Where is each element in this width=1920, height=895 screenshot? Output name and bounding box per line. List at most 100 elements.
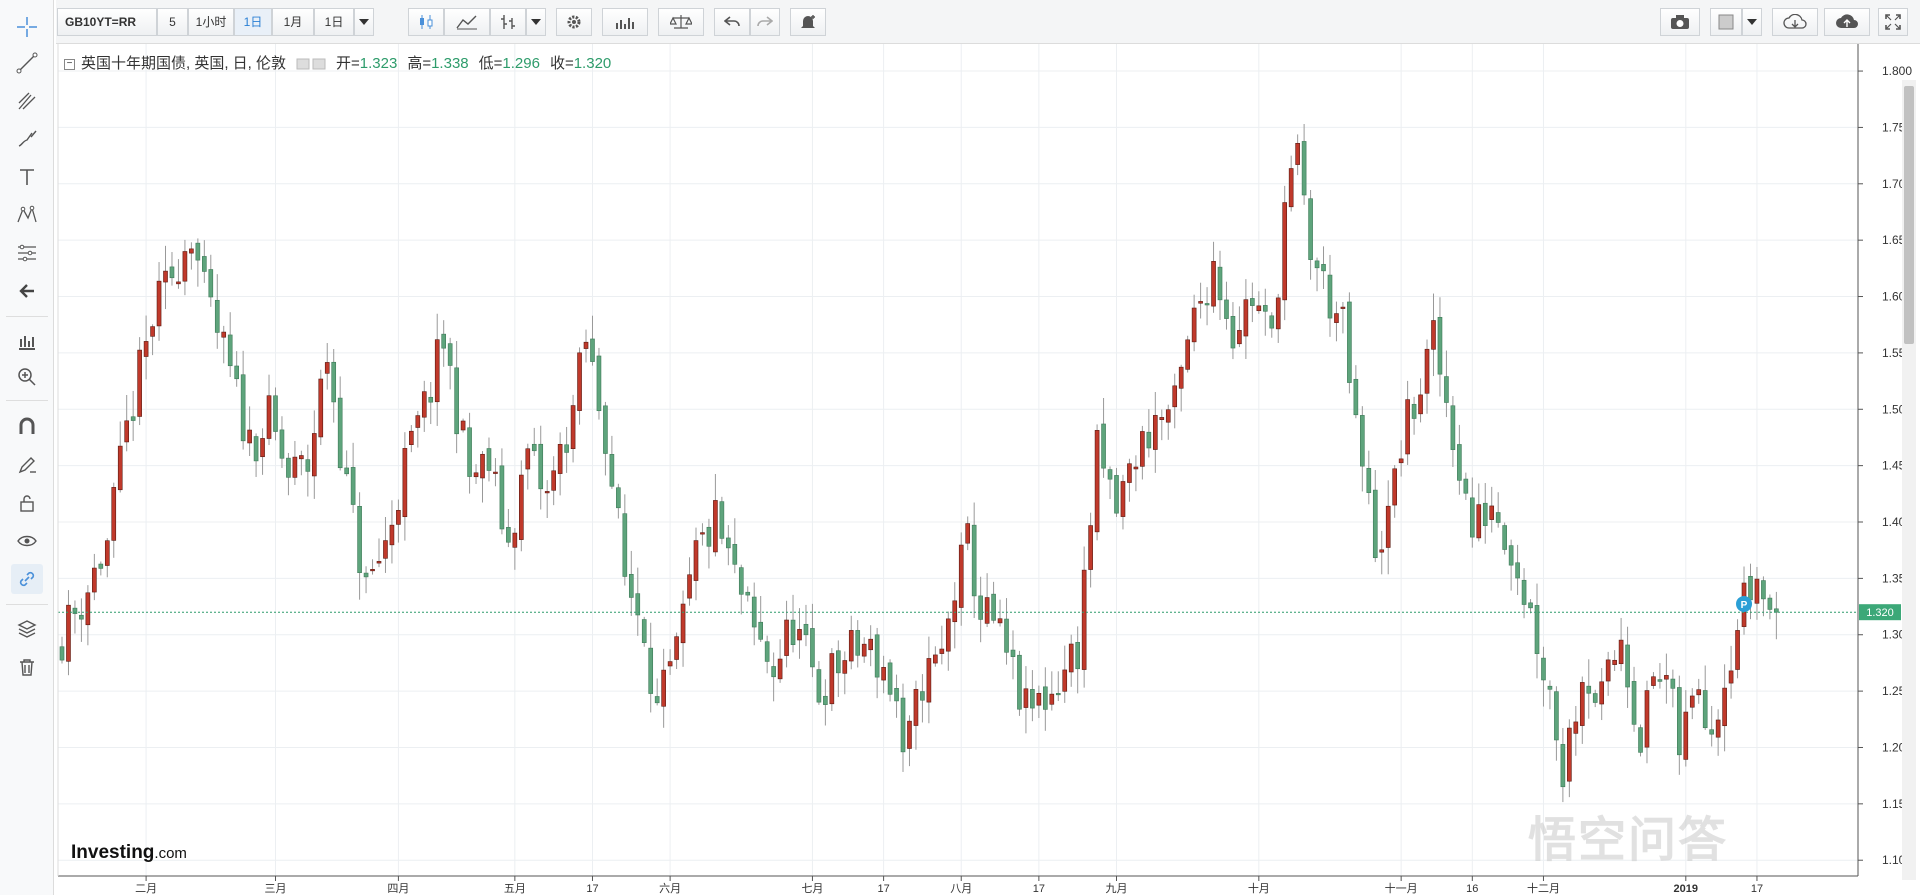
compare-scale-button[interactable] xyxy=(658,8,704,36)
link-icon[interactable] xyxy=(11,564,43,594)
candle-body xyxy=(603,405,608,454)
candles-button[interactable] xyxy=(408,8,444,36)
candle xyxy=(150,324,155,356)
legend-settings-icon[interactable] xyxy=(296,58,328,70)
screenshot-button[interactable] xyxy=(1660,8,1700,36)
candle xyxy=(1696,678,1702,704)
collapse-legend-button[interactable]: − xyxy=(64,58,75,70)
candle-body xyxy=(622,513,628,577)
candle xyxy=(1275,293,1281,343)
candle-body xyxy=(292,456,298,478)
candle-body xyxy=(117,445,123,491)
candle xyxy=(1360,406,1365,492)
candle-body xyxy=(1657,679,1663,682)
candle xyxy=(1702,665,1708,730)
candle-body xyxy=(1618,639,1624,665)
brush-icon[interactable] xyxy=(11,124,43,154)
candle-body xyxy=(1424,348,1430,394)
symbol-input[interactable]: GB10YT=RR xyxy=(57,8,157,36)
candle xyxy=(1198,282,1203,319)
interval-1d-button[interactable]: 1日 xyxy=(234,8,272,36)
candle xyxy=(111,482,117,558)
interval-1h-button[interactable]: 1小时 xyxy=(188,8,234,36)
save-button[interactable] xyxy=(1824,8,1870,36)
candle xyxy=(363,566,369,594)
candle xyxy=(764,635,770,674)
candle xyxy=(1243,279,1249,360)
candle-body xyxy=(635,593,641,616)
candle xyxy=(396,499,401,543)
eye-icon[interactable] xyxy=(11,526,43,556)
layers-icon[interactable] xyxy=(11,614,43,644)
indicator-icon[interactable] xyxy=(11,326,43,356)
period-button[interactable]: 1日 xyxy=(314,8,354,36)
candle-body xyxy=(1457,444,1462,481)
chart-axes: 1.8001.7501.7001.6501.6001.5501.5001.450… xyxy=(57,44,1912,895)
text-tool-icon[interactable] xyxy=(11,162,43,192)
x-tick-label: 七月 xyxy=(801,882,823,895)
candle-body xyxy=(1379,549,1385,553)
measure-icon[interactable] xyxy=(11,238,43,268)
crosshair-icon[interactable] xyxy=(11,12,43,42)
pattern-icon[interactable] xyxy=(11,200,43,230)
candle-body xyxy=(900,697,906,753)
candle-body xyxy=(512,532,518,548)
candle-body xyxy=(1017,654,1022,710)
candle-body xyxy=(842,660,848,674)
candle-body xyxy=(389,524,395,546)
candle xyxy=(415,410,421,448)
candle-body xyxy=(1774,608,1779,613)
magnet-icon[interactable] xyxy=(11,412,43,442)
layout-button[interactable] xyxy=(1710,8,1742,36)
candle-body xyxy=(1592,693,1598,703)
cloud-download-icon xyxy=(1783,14,1807,29)
settings-button[interactable] xyxy=(556,8,592,36)
pencil-lock-icon[interactable] xyxy=(11,450,43,480)
indicators-dropdown[interactable] xyxy=(526,8,546,36)
candle xyxy=(169,252,175,286)
trend-line-icon[interactable] xyxy=(11,48,43,78)
lock-icon[interactable] xyxy=(11,488,43,518)
candle xyxy=(273,387,278,441)
candle xyxy=(1152,391,1158,473)
candle-body xyxy=(1612,659,1617,665)
pitchfork-icon[interactable] xyxy=(11,86,43,116)
price-scrollbar[interactable] xyxy=(1902,80,1916,880)
candle xyxy=(1295,134,1300,176)
candle xyxy=(738,564,744,615)
candle-body xyxy=(1709,729,1714,735)
candle xyxy=(829,648,835,711)
load-button[interactable] xyxy=(1772,8,1818,36)
candle xyxy=(92,553,97,601)
interval-1m-button[interactable]: 1月 xyxy=(272,8,314,36)
candle xyxy=(1579,676,1585,744)
x-tick-label: 16 xyxy=(1466,883,1478,895)
period-dropdown[interactable] xyxy=(354,8,374,36)
candle xyxy=(1625,626,1630,708)
trash-icon[interactable] xyxy=(11,652,43,682)
candle-body xyxy=(441,333,447,349)
undo-button[interactable] xyxy=(714,8,750,36)
candle-body xyxy=(176,281,181,285)
candle-body xyxy=(195,242,201,261)
fullscreen-button[interactable] xyxy=(1878,8,1908,36)
arrow-left-icon[interactable] xyxy=(11,276,43,306)
candle xyxy=(1677,675,1682,775)
compare-button[interactable] xyxy=(444,8,490,36)
candle xyxy=(1366,450,1372,505)
zoom-in-icon[interactable] xyxy=(11,362,43,392)
alert-button[interactable] xyxy=(790,8,826,36)
layout-dropdown[interactable] xyxy=(1742,8,1762,36)
candle-body xyxy=(1243,299,1249,337)
candle xyxy=(965,516,971,551)
candle-body xyxy=(894,688,899,702)
candle xyxy=(1004,598,1009,665)
indicators-button[interactable] xyxy=(490,8,526,36)
redo-button[interactable] xyxy=(750,8,780,36)
scrollbar-thumb[interactable] xyxy=(1904,86,1914,344)
volume-button[interactable] xyxy=(602,8,648,36)
candle xyxy=(240,350,246,450)
interval-5-button[interactable]: 5 xyxy=(157,8,188,36)
candle xyxy=(402,432,408,541)
